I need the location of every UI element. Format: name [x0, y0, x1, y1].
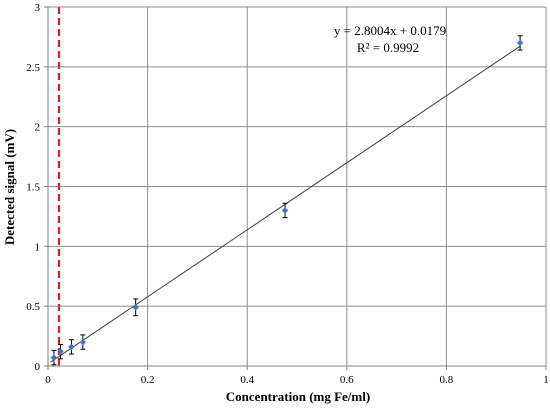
x-tick-label: 0: [45, 374, 51, 386]
x-tick-label: 0.4: [240, 374, 254, 386]
x-tick-label: 1: [543, 374, 549, 386]
data-point: [132, 304, 139, 311]
x-tick-label: 0.6: [340, 374, 354, 386]
grid-lines: [48, 6, 547, 366]
x-tick-label: 0.2: [141, 374, 155, 386]
y-tick-label: 0: [35, 361, 41, 373]
trendline-equation: y = 2.8004x + 0.0179: [334, 23, 446, 38]
y-tick-label: 3: [35, 2, 41, 14]
data-point: [281, 207, 289, 214]
y-tick-label: 1: [35, 241, 41, 253]
y-axis-title: Detected signal (mV): [2, 129, 17, 245]
y-tick-label: 0.5: [26, 301, 40, 313]
x-tick-labels: 0 0.2 0.4 0.6 0.8 1: [45, 374, 549, 386]
data-point-group: [281, 202, 289, 219]
x-tick-label: 0.8: [440, 374, 454, 386]
x-axis-title: Concentration (mg Fe/ml): [226, 389, 370, 404]
axes: [44, 6, 547, 370]
y-tick-labels: 0 0.5 1 1.5 2 2.5 3: [26, 2, 40, 373]
y-tick-label: 2: [35, 122, 41, 134]
r-squared-label: R² = 0.9992: [357, 40, 419, 55]
y-tick-label: 1.5: [26, 182, 40, 194]
y-tick-label: 2.5: [26, 62, 40, 74]
data-point-group: [132, 298, 139, 317]
